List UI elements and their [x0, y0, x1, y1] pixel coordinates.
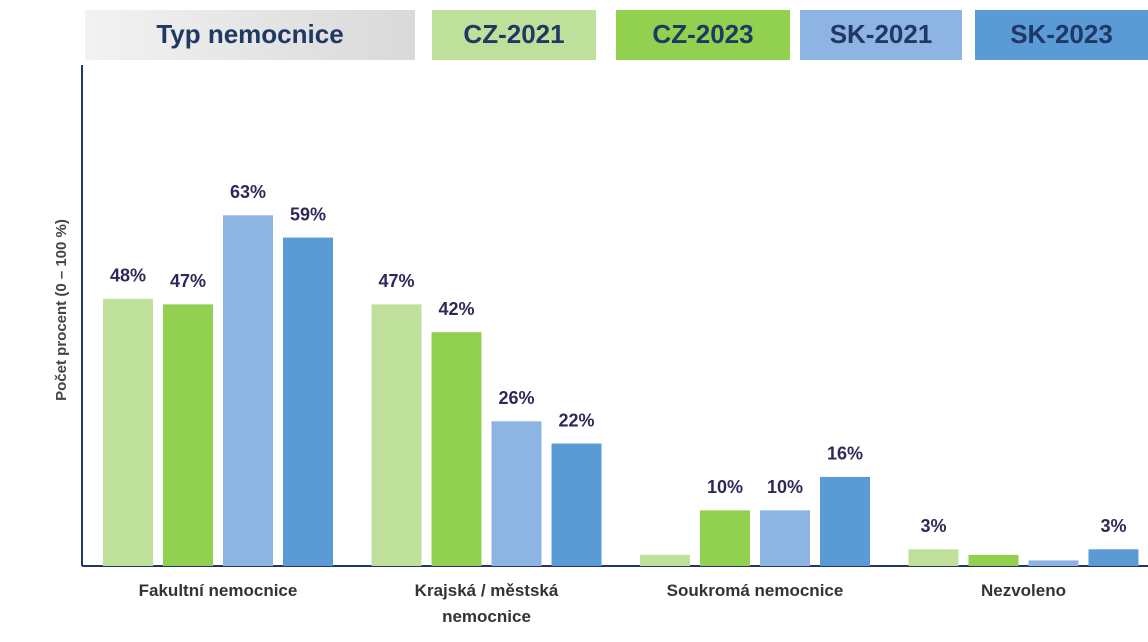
- legend-label: SK-2023: [1010, 19, 1113, 49]
- legend-swatch: [800, 10, 962, 60]
- value-label: 16%: [827, 444, 863, 464]
- legend-label: CZ-2021: [463, 19, 564, 49]
- value-label: 59%: [290, 204, 326, 224]
- value-label: 47%: [378, 271, 414, 291]
- x-tick-label: Nezvoleno: [980, 581, 1067, 600]
- bar: [820, 476, 870, 566]
- legend-title-box: [85, 10, 415, 60]
- value-label: 47%: [170, 271, 206, 291]
- bar: [431, 332, 482, 566]
- bar: [491, 421, 542, 566]
- bar: [760, 510, 810, 566]
- legend-swatch: [616, 10, 790, 60]
- legend-swatch: [975, 10, 1148, 60]
- legend-swatch: [432, 10, 596, 60]
- legend-label: SK-2021: [830, 19, 933, 49]
- bar: [968, 554, 1019, 566]
- value-label: 26%: [498, 388, 534, 408]
- x-tick-label: Fakultní nemocnice: [138, 581, 298, 600]
- value-label: 42%: [438, 299, 474, 319]
- legend-label: CZ-2023: [652, 19, 753, 49]
- y-axis-label: Počet procent (0 – 100 %): [53, 219, 70, 401]
- bar: [1028, 560, 1079, 566]
- value-label: 48%: [110, 266, 146, 286]
- value-label: 3%: [1100, 516, 1126, 536]
- bar: [640, 554, 690, 566]
- value-label: 63%: [230, 182, 266, 202]
- bar: [1088, 549, 1139, 566]
- bar: [223, 215, 273, 567]
- bar: [283, 237, 333, 567]
- bar: [103, 298, 153, 566]
- value-label: 10%: [707, 477, 743, 497]
- value-label: 10%: [767, 477, 803, 497]
- bar: [908, 549, 959, 566]
- bar: [551, 443, 602, 566]
- legend-title: Typ nemocnice: [156, 19, 343, 49]
- bar: [700, 510, 750, 566]
- x-tick-label: Soukromá nemocnice: [666, 581, 844, 600]
- bar: [371, 304, 422, 566]
- x-tick-label: Krajská / městská nemocnice: [414, 581, 559, 626]
- value-label: 22%: [558, 410, 594, 430]
- value-label: 3%: [920, 516, 946, 536]
- bar: [163, 304, 213, 566]
